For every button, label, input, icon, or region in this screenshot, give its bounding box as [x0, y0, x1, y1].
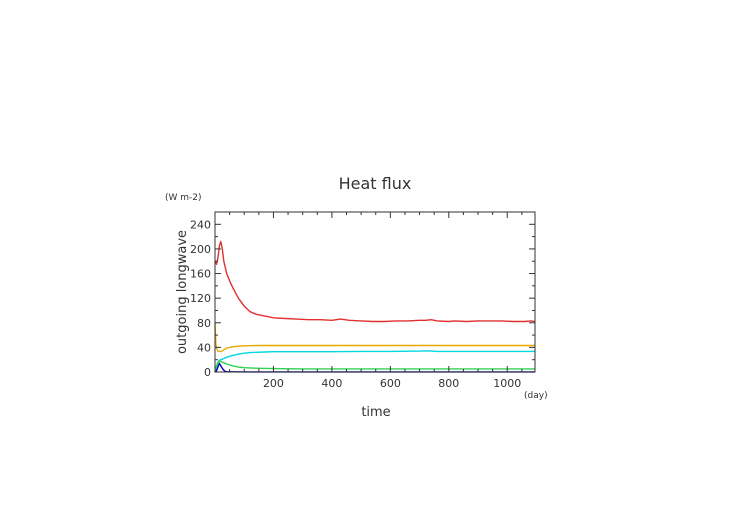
plot-frame: [214, 211, 536, 373]
x-tick-label: 1000: [493, 377, 521, 390]
y-unit-label: (W m-2): [165, 193, 202, 203]
x-tick-label: 400: [321, 377, 342, 390]
y-tick-label: 240: [190, 218, 211, 231]
series-line-1: [214, 240, 536, 323]
series-layer: [214, 240, 536, 373]
x-tick-label: 800: [438, 377, 459, 390]
tick-layer: 200 400 600 800 1000 0 40 80 120 160 200 240: [190, 212, 535, 390]
y-tick-label: 200: [190, 243, 211, 256]
x-tick-label: 600: [380, 377, 401, 390]
series-line-3: [214, 350, 535, 373]
y-tick-label: 80: [197, 317, 211, 330]
x-axis-label: time: [361, 405, 390, 420]
chart-title: Heat flux: [339, 174, 412, 193]
y-tick-label: 160: [190, 268, 211, 281]
series-line-4: [214, 360, 535, 373]
series-line-2: [214, 322, 535, 353]
y-tick-label: 0: [204, 366, 211, 379]
x-unit-label: (day): [524, 391, 548, 401]
y-tick-label: 40: [197, 341, 211, 354]
y-tick-label: 120: [190, 292, 211, 305]
y-axis-label: outgoing longwave: [175, 230, 190, 354]
x-tick-label: 200: [263, 377, 284, 390]
